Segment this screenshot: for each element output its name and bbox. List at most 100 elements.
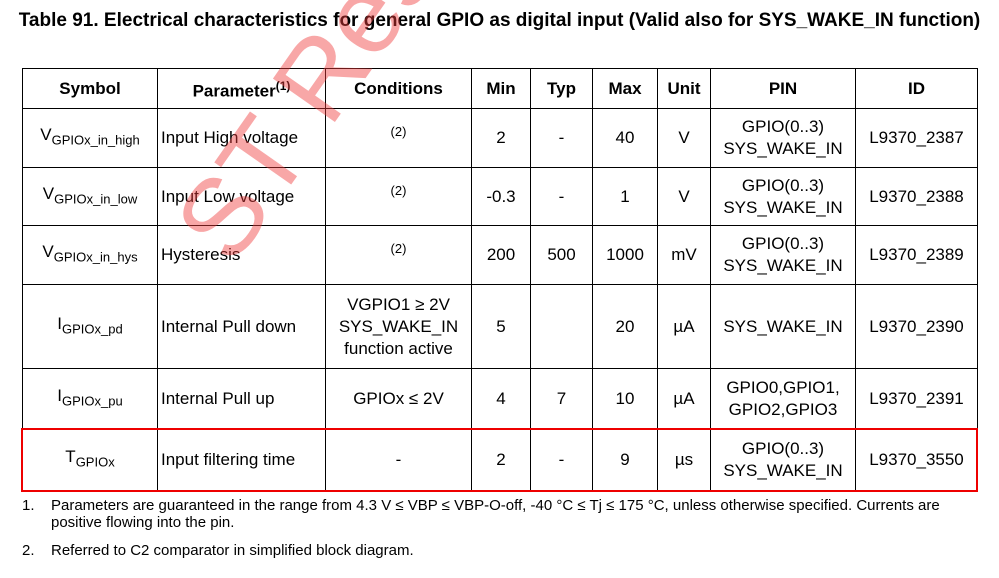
symbol-cell: TGPIOx bbox=[22, 428, 158, 491]
typ-cell: - bbox=[530, 167, 593, 226]
symbol-subscript: GPIOx bbox=[75, 454, 115, 470]
table-row: IGPIOx_pd Internal Pull down VGPIO1 ≥ 2V SY… bbox=[22, 284, 978, 369]
parameter-cell: Input filtering time bbox=[157, 428, 326, 491]
pin-cell: GPIO(0..3) SYS_WAKE_IN bbox=[710, 225, 856, 285]
min-cell: 200 bbox=[471, 225, 531, 285]
header-cell: Parameter(1) bbox=[157, 68, 326, 109]
id-cell: L9370_2391 bbox=[855, 368, 978, 429]
symbol-cell: VGPIOx_in_low bbox=[22, 167, 158, 226]
typ-cell: 7 bbox=[530, 368, 593, 429]
symbol-cell: IGPIOx_pu bbox=[22, 368, 158, 429]
symbol-subscript: GPIOx_in_low bbox=[54, 191, 138, 207]
typ-cell: - bbox=[530, 428, 593, 491]
conditions-cell: GPIOx ≤ 2V bbox=[325, 368, 472, 429]
header-footnote-ref: (1) bbox=[275, 78, 291, 93]
id-cell: L9370_2387 bbox=[855, 108, 978, 168]
typ-cell bbox=[530, 284, 593, 369]
header-row: Symbol Parameter(1) Conditions Min Typ Max Uni… bbox=[22, 68, 978, 109]
symbol-subscript: GPIOx_in_high bbox=[51, 132, 140, 148]
min-cell: 2 bbox=[471, 428, 531, 491]
symbol-cell: VGPIOx_in_hys bbox=[22, 225, 158, 285]
header-cell: Conditions bbox=[325, 68, 472, 109]
symbol-subscript: GPIOx_pd bbox=[62, 321, 123, 337]
header-text: Conditions bbox=[354, 78, 443, 98]
conditions-line: function active bbox=[344, 338, 453, 358]
parameter-cell: Internal Pull down bbox=[157, 284, 326, 369]
pin-line: SYS_WAKE_IN bbox=[723, 316, 843, 336]
footnote-ref: (2) bbox=[390, 124, 407, 139]
conditions-line: - bbox=[395, 449, 402, 469]
conditions-cell: (2) bbox=[325, 167, 472, 226]
typ-cell: - bbox=[530, 108, 593, 168]
min-cell: 2 bbox=[471, 108, 531, 168]
header-cell: ID bbox=[855, 68, 978, 109]
pin-line: GPIO2,GPIO3 bbox=[728, 399, 838, 419]
header-cell: Typ bbox=[530, 68, 593, 109]
max-cell: 10 bbox=[592, 368, 658, 429]
parameter-cell: Input High voltage bbox=[157, 108, 326, 168]
pin-line: SYS_WAKE_IN bbox=[723, 197, 843, 217]
pin-cell: GPIO0,GPIO1, GPIO2,GPIO3 bbox=[710, 368, 856, 429]
pin-cell: SYS_WAKE_IN bbox=[710, 284, 856, 369]
id-cell: L9370_2388 bbox=[855, 167, 978, 226]
pin-line: GPIO(0..3) bbox=[741, 117, 825, 136]
conditions-line: GPIOx ≤ 2V bbox=[353, 388, 444, 408]
table-row: VGPIOx_in_hys Hysteresis (2) 200 500 1000 mV GP… bbox=[22, 225, 978, 285]
symbol-subscript: GPIOx_pu bbox=[62, 393, 123, 409]
symbol-main: V bbox=[40, 125, 52, 145]
id-cell: L9370_2389 bbox=[855, 225, 978, 285]
pin-line: GPIO(0..3) bbox=[741, 234, 825, 253]
header-text: Parameter bbox=[192, 81, 276, 101]
max-cell: 20 bbox=[592, 284, 658, 369]
unit-cell: V bbox=[657, 167, 711, 226]
table-row: VGPIOx_in_high Input High voltage (2) 2-40 V… bbox=[22, 108, 978, 168]
unit-cell: V bbox=[657, 108, 711, 168]
pin-cell: GPIO(0..3) SYS_WAKE_IN bbox=[710, 428, 856, 491]
footnote-text: Parameters are guaranteed in the range f… bbox=[51, 497, 940, 531]
unit-cell: µs bbox=[657, 428, 711, 491]
conditions-cell: (2) bbox=[325, 108, 472, 168]
pin-line: SYS_WAKE_IN bbox=[723, 139, 843, 158]
table: Symbol Parameter(1) Conditions Min Typ Max Uni… bbox=[22, 68, 978, 491]
table-row: IGPIOx_pu Internal Pull up GPIOx ≤ 2V 4 7 10 µ… bbox=[22, 368, 978, 429]
id-cell: L9370_2390 bbox=[855, 284, 978, 369]
pin-line: GPIO(0..3) bbox=[741, 438, 825, 458]
footnote-number: 2. bbox=[22, 542, 35, 559]
conditions-line: VGPIO1 ≥ 2V bbox=[347, 294, 450, 314]
min-cell: 5 bbox=[471, 284, 531, 369]
header-cell: Unit bbox=[657, 68, 711, 109]
symbol-main: I bbox=[57, 385, 63, 405]
parameter-cell: Internal Pull up bbox=[157, 368, 326, 429]
header-text: Unit bbox=[667, 78, 701, 98]
header-cell: Symbol bbox=[22, 68, 158, 109]
conditions-line: SYS_WAKE_IN bbox=[338, 316, 459, 336]
footnote-text: Referred to C2 comparator in simplified … bbox=[51, 542, 414, 559]
symbol-cell: VGPIOx_in_high bbox=[22, 108, 158, 168]
max-cell: 1000 bbox=[592, 225, 658, 285]
symbol-cell: IGPIOx_pd bbox=[22, 284, 158, 369]
parameter-cell: Input Low voltage bbox=[157, 167, 326, 226]
header-cell: Max bbox=[592, 68, 658, 109]
symbol-main: V bbox=[42, 183, 55, 203]
table-title: Table 91. Electrical characteristics for… bbox=[18, 10, 981, 31]
symbol-main: V bbox=[42, 242, 54, 262]
header-text: PIN bbox=[768, 78, 798, 98]
typ-cell: 500 bbox=[530, 225, 593, 285]
conditions-cell: VGPIO1 ≥ 2V SYS_WAKE_IN function active bbox=[325, 284, 472, 369]
conditions-cell: (2) bbox=[325, 225, 472, 285]
header-text: Max bbox=[608, 78, 642, 98]
footnote-ref: (2) bbox=[390, 183, 407, 198]
conditions-cell: - bbox=[325, 428, 472, 491]
parameter-cell: Hysteresis bbox=[157, 225, 326, 285]
pin-line: GPIO0,GPIO1, bbox=[726, 377, 840, 397]
max-cell: 40 bbox=[592, 108, 658, 168]
max-cell: 1 bbox=[592, 167, 658, 226]
table-row: TGPIOx Input filtering time -2-9 µs GPIO(0..… bbox=[22, 428, 978, 491]
id-cell: L9370_3550 bbox=[855, 428, 978, 491]
header-cell: PIN bbox=[710, 68, 856, 109]
symbol-main: T bbox=[65, 446, 76, 466]
header-text: ID bbox=[908, 78, 925, 98]
min-cell: -0.3 bbox=[471, 167, 531, 226]
pin-line: SYS_WAKE_IN bbox=[723, 256, 843, 275]
